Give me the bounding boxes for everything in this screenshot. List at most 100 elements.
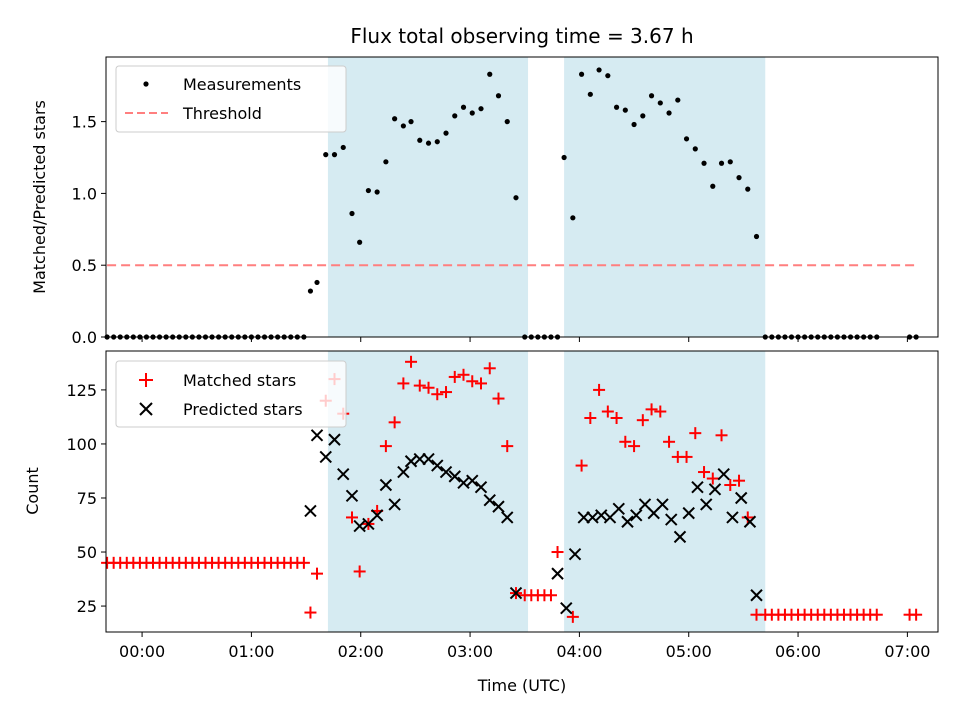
top-shaded-interval-2 [564,57,766,337]
measurement-point [640,113,646,119]
measurement-point [365,187,371,194]
predicted-star-point [379,478,393,492]
measurement-point [460,104,467,110]
measurement-point [622,107,628,113]
measurement-point [408,119,414,125]
top-y-ticks: 0.0 0.5 1.0 1.5 [72,113,106,347]
matched-star-point [593,383,606,396]
matched-star-point [353,565,366,578]
top-y-tick-label: 1.5 [72,113,97,132]
matched-star-point [440,386,453,399]
measurement-point [683,136,690,142]
legend-matched-label: Matched stars [183,371,296,390]
predicted-star-point [345,489,359,503]
predicted-star-point [682,506,695,520]
matched-star-point [544,589,557,602]
matched-star-point [910,608,923,621]
predicted-star-point [328,433,341,446]
matched-star-point [422,381,435,394]
measurement-point [495,93,502,99]
top-legend: Measurements Threshold [115,65,347,133]
predicted-star-point [734,491,748,505]
predicted-star-point [492,500,505,513]
top-legend-box [115,65,347,133]
matched-star-point [741,511,754,524]
measurement-point [692,146,698,152]
measurement-point [578,71,585,77]
measurement-point [561,154,567,161]
x-tick-label: 05:00 [666,642,712,661]
predicted-star-point [665,513,678,526]
measurement-point [710,183,716,189]
predicted-star-point [700,498,713,511]
matched-star-point [724,479,737,492]
predicted-star-point [483,493,496,507]
legend-matched-marker [139,373,153,387]
top-panel: 0.0 0.5 1.0 1.5 Matched/Predicted stars Mea… [30,56,939,347]
matched-star-point [388,416,401,429]
measurement-point [323,152,329,158]
matched-star-point [733,474,746,487]
predicted-star-point [708,483,722,496]
x-tick-label: 01:00 [228,642,274,661]
x-axis-label: Time (UTC) [477,676,566,695]
matched-star-point [311,567,324,580]
predicted-star-point [726,511,739,524]
bottom-legend: Matched stars Predicted stars [115,360,347,428]
chart-title: Flux total observing time = 3.67 h [350,24,693,48]
measurement-point [307,288,314,294]
matched-star-point [413,379,426,392]
predicted-star-point [717,468,730,481]
measurement-point [727,159,733,165]
measurement-point [374,189,380,195]
measurement-point [570,215,576,221]
measurement-point [596,67,602,73]
matched-star-point [475,377,488,390]
bottom-y-tick-label: 100 [66,435,97,454]
measurement-point [331,152,338,158]
matched-star-point [619,435,632,448]
measurement-point [314,279,320,286]
measurement-point [417,137,423,143]
x-tick-label: 06:00 [775,642,821,661]
bottom-legend-box [115,360,347,428]
measurement-point [648,93,655,99]
bottom-y-axis-label: Count [23,467,42,515]
predicted-star-point [466,474,479,487]
measurement-point [425,140,432,146]
x-tick-label: 02:00 [338,642,384,661]
top-y-tick-label: 0.5 [72,256,97,275]
bottom-y-tick-label: 75 [77,489,97,508]
predicted-star-point [422,452,435,466]
bottom-y-tick-label: 25 [77,597,97,616]
predicted-star-point [509,586,523,600]
measurement-point [487,71,493,77]
matched-star-point [601,405,614,418]
matched-star-point [663,435,676,448]
x-tick-label: 04:00 [556,642,602,661]
measurement-point [383,159,389,165]
predicted-star-point [448,470,461,483]
measurement-point [443,130,449,136]
predicted-star-point [337,468,350,481]
measurement-point [613,104,620,110]
matched-star-point [297,556,310,569]
measurement-point [513,195,519,201]
matched-star-point [654,405,667,418]
matched-star-point [698,466,711,479]
measurement-point [753,233,760,240]
predicted-star-point [560,602,573,615]
top-shaded-intervals [327,57,766,337]
predicted-star-point [691,480,704,494]
measurement-point [400,123,406,129]
legend-threshold-label: Threshold [182,104,262,123]
top-y-tick-label: 0.0 [72,328,97,347]
matched-star-point [345,511,358,524]
measurement-point [357,239,363,245]
top-axes-frame [105,56,939,338]
top-x-ticks [141,337,908,342]
matched-star-point [457,368,470,381]
x-tick-label: 00:00 [119,642,165,661]
measurement-point [504,119,510,125]
predicted-star-point [431,459,444,472]
